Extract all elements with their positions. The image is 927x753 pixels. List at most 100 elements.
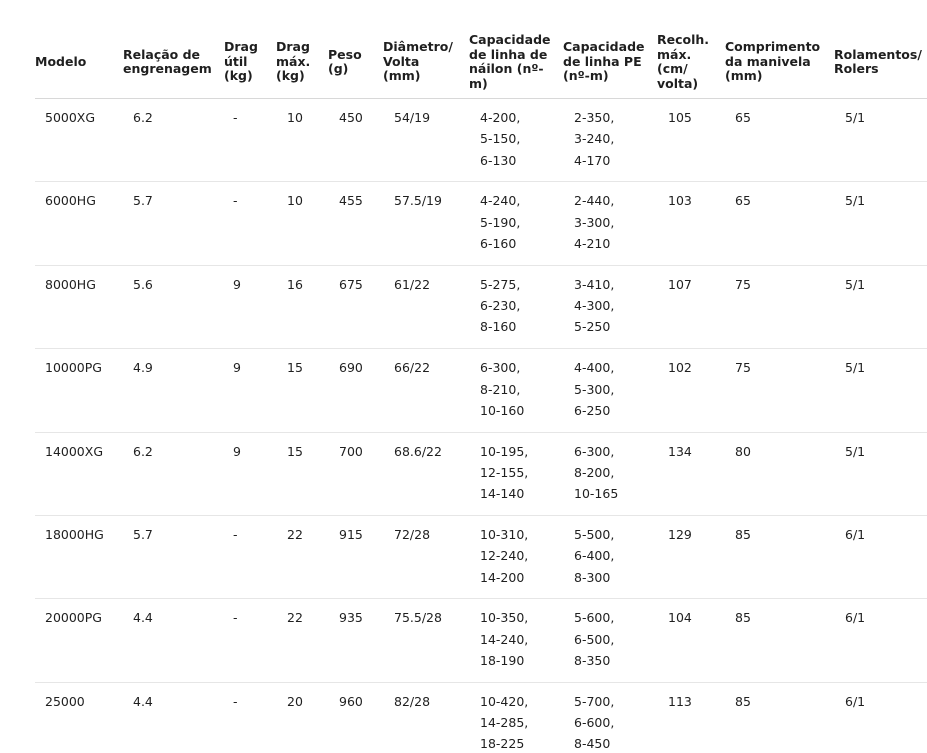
table-cell: 5/1: [845, 443, 866, 459]
table-cell: 10-310,: [480, 527, 529, 542]
table-cell: 10: [287, 110, 303, 125]
table-cell: 10-420,: [480, 693, 529, 709]
column-header: útil: [224, 53, 248, 69]
row-divider: [35, 515, 927, 516]
table-cell: 6-130: [480, 152, 517, 168]
column-header: Capacidade: [469, 32, 551, 47]
table-cell: 5-700,: [574, 693, 615, 709]
table-cell: 4-200,: [480, 110, 521, 125]
table-cell: 14000XG: [45, 443, 104, 459]
table-cell: 5000XG: [45, 110, 96, 125]
table-cell: -: [233, 110, 238, 125]
table-cell: 4.4: [133, 693, 153, 709]
table-cell: 9: [233, 276, 241, 292]
table-cell: 4-210: [574, 236, 611, 251]
table-cell: 6-600,: [574, 715, 615, 731]
table-cell: 935: [339, 610, 363, 626]
table-cell: 2-350,: [574, 110, 615, 125]
table-cell: 4.4: [133, 610, 153, 626]
table-cell: 18000HG: [45, 527, 104, 542]
table-cell: 8-300: [574, 569, 611, 585]
table-cell: 3-300,: [574, 214, 615, 230]
table-cell: 20: [287, 693, 303, 709]
table-cell: 5-600,: [574, 610, 615, 626]
table-cell: 915: [339, 527, 363, 542]
table-cell: 9: [233, 360, 241, 376]
table-cell: 4.9: [133, 360, 153, 376]
table-cell: 12-155,: [480, 464, 529, 480]
table-cell: 6-300,: [574, 443, 615, 459]
table-cell: 18-190: [480, 653, 525, 668]
table-cell: 960: [339, 693, 363, 709]
column-header: volta): [657, 75, 699, 91]
column-header: (nº-m): [563, 68, 609, 84]
column-header: de linha PE: [563, 53, 642, 69]
table-cell: 10-195,: [480, 443, 529, 459]
table-cell: 61/22: [394, 276, 431, 292]
table-cell: 3-240,: [574, 131, 615, 147]
row-divider: [35, 264, 927, 266]
column-header: Volta: [383, 53, 420, 69]
table-cell: 18-225: [480, 736, 525, 752]
table-cell: 5-300,: [574, 381, 615, 397]
row-divider: [35, 181, 927, 183]
table-cell: 6.2: [133, 110, 153, 125]
table-cell: 75: [735, 360, 751, 376]
table-cell: 66/22: [394, 360, 431, 376]
table-cell: -: [233, 610, 238, 626]
table-cell: 5/1: [845, 193, 866, 209]
table-cell: 5-275,: [480, 276, 521, 292]
table-cell: 12-240,: [480, 548, 529, 564]
table-cell: 5-150,: [480, 131, 521, 147]
table-cell: 6-250: [574, 402, 611, 418]
table-cell: 10-165: [574, 486, 619, 502]
table-cell: 80: [735, 443, 751, 459]
column-header: náilon (nº-: [469, 61, 544, 76]
table-cell: 8000HG: [45, 276, 96, 292]
column-header: Comprimento: [725, 39, 821, 55]
table-cell: 103: [668, 193, 692, 209]
table-cell: 5-190,: [480, 214, 521, 230]
column-header: Modelo: [35, 53, 87, 69]
table-cell: 2-440,: [574, 193, 615, 209]
table-cell: 5-500,: [574, 527, 615, 542]
table-cell: 22: [287, 610, 303, 626]
table-cell: 16: [287, 276, 303, 292]
table-cell: 102: [668, 360, 692, 376]
table-cell: 675: [339, 276, 363, 292]
table-cell: 6-500,: [574, 631, 615, 647]
column-header: máx.: [276, 53, 311, 69]
column-header: Drag: [276, 39, 310, 55]
table-cell: 8-210,: [480, 381, 521, 397]
row-divider: [35, 348, 927, 350]
table-cell: 85: [735, 610, 751, 626]
table-cell: 57.5/19: [394, 193, 442, 209]
table-cell: 6-400,: [574, 548, 615, 564]
column-header: Drag: [224, 39, 258, 55]
table-cell: 10: [287, 193, 303, 209]
column-header: (mm): [383, 68, 421, 84]
column-header: (mm): [725, 68, 763, 84]
column-header: Peso: [328, 46, 362, 62]
table-cell: 20000PG: [45, 610, 102, 626]
table-cell: 6/1: [845, 693, 866, 709]
column-header: engrenagem: [123, 61, 212, 76]
table-cell: -: [233, 193, 238, 209]
table-cell: 65: [735, 193, 751, 209]
column-header: Relação de: [123, 46, 201, 62]
row-divider: [35, 598, 927, 600]
table-cell: 690: [339, 360, 363, 376]
table-cell: 75.5/28: [394, 610, 442, 626]
table-cell: 68.6/22: [394, 443, 442, 459]
column-header: máx.: [657, 46, 692, 62]
table-cell: 85: [735, 693, 751, 709]
table-cell: 5.7: [133, 527, 153, 542]
table-cell: 700: [339, 443, 363, 459]
column-header: Diâmetro/: [383, 39, 453, 55]
table-cell: 5/1: [845, 360, 866, 376]
table-cell: 10000PG: [45, 360, 102, 376]
table-cell: 6/1: [845, 527, 866, 542]
table-cell: 6-230,: [480, 298, 521, 314]
column-header: (cm/: [657, 61, 688, 76]
column-header: (kg): [276, 68, 305, 84]
